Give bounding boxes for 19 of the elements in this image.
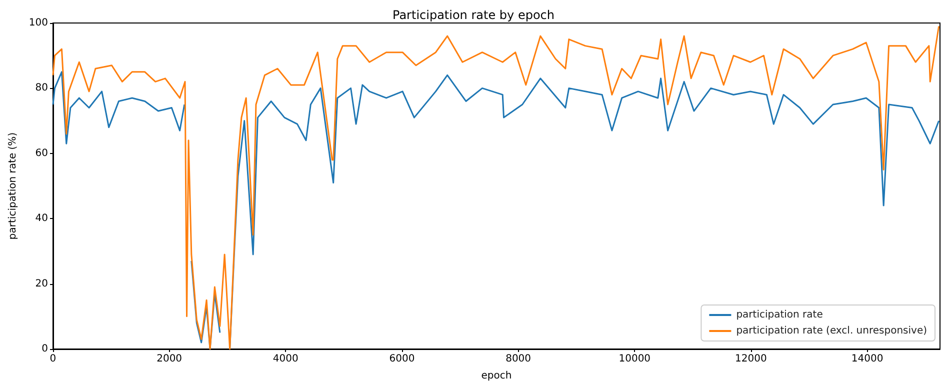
x-tick-label: 2000 [156,354,182,364]
y-tick-label: 80 [35,82,48,94]
y-tick-label: 0 [42,344,48,354]
legend-label: participation rate (excl. unresponsive) [736,326,928,336]
y-tick-label: 100 [28,18,48,28]
x-tick-label: 4000 [272,354,298,364]
chart-title: Participation rate by epoch [392,8,554,22]
x-tick-label: 14000 [851,354,884,364]
legend-label: participation rate [736,310,823,320]
x-tick-label: 8000 [506,354,532,364]
y-tick-label: 60 [35,148,48,159]
y-tick-label: 20 [35,278,48,290]
y-tick-label: 40 [35,213,48,224]
x-tick-label: 6000 [389,354,415,364]
x-tick-label: 10000 [618,354,651,364]
x-tick-label: 0 [50,354,56,364]
x-tick-label: 12000 [735,354,767,364]
x-axis-title: epoch [481,370,512,382]
y-axis-title: participation rate (%) [8,132,18,240]
